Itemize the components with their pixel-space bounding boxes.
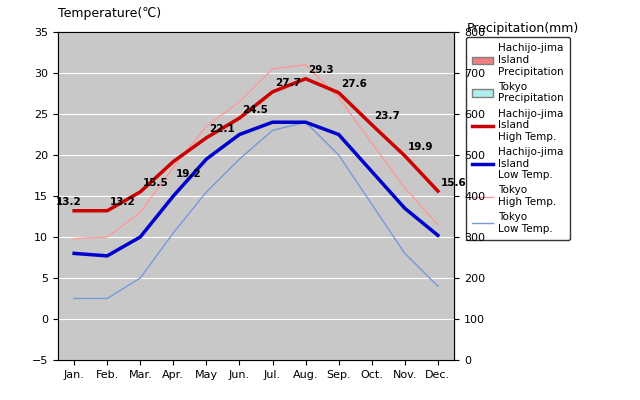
Bar [195, 216, 206, 360]
Bar [95, 319, 107, 360]
Bar [306, 331, 317, 360]
Bar [239, 327, 251, 360]
Bar [173, 346, 185, 360]
Bar [294, 307, 306, 360]
Text: 22.1: 22.1 [209, 124, 235, 134]
Bar [404, 329, 417, 360]
Text: 23.7: 23.7 [374, 111, 401, 121]
Bar [372, 333, 383, 360]
Bar [261, 311, 273, 360]
Bar [327, 229, 339, 360]
Bar [63, 311, 74, 360]
Text: 19.9: 19.9 [408, 142, 433, 152]
Bar [426, 323, 438, 360]
Text: 13.2: 13.2 [56, 197, 82, 207]
Bar [140, 350, 152, 360]
Text: 15.5: 15.5 [143, 178, 169, 188]
Text: 15.6: 15.6 [441, 178, 467, 188]
Bar [228, 307, 239, 360]
Text: Precipitation(mm): Precipitation(mm) [467, 22, 579, 35]
Text: 27.7: 27.7 [275, 78, 301, 88]
Bar [162, 294, 173, 360]
Text: 13.2: 13.2 [110, 197, 136, 207]
Legend: Hachijo-jima
Island
Precipitation, Tokyo
Precipitation, Hachijo-jima
Island
High: Hachijo-jima Island Precipitation, Tokyo… [466, 37, 570, 240]
Bar [206, 346, 218, 360]
Text: Temperature(℃): Temperature(℃) [58, 7, 161, 20]
Bar [107, 338, 119, 360]
Bar [360, 188, 372, 360]
Text: 29.3: 29.3 [308, 65, 334, 75]
Bar [273, 327, 284, 360]
Text: 24.5: 24.5 [243, 104, 268, 114]
Bar [74, 344, 86, 360]
Text: 19.2: 19.2 [176, 169, 202, 179]
Bar [339, 331, 350, 360]
Text: 27.6: 27.6 [342, 79, 367, 89]
Bar [393, 290, 404, 360]
Bar [129, 294, 140, 360]
Bar [438, 344, 449, 360]
